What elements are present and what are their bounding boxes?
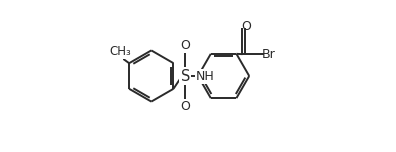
- Text: CH₃: CH₃: [109, 45, 131, 58]
- Text: S: S: [181, 69, 190, 83]
- Text: O: O: [180, 100, 190, 113]
- Text: Br: Br: [261, 48, 275, 61]
- Text: O: O: [180, 39, 190, 52]
- Text: NH: NH: [196, 69, 215, 83]
- Text: O: O: [242, 20, 251, 33]
